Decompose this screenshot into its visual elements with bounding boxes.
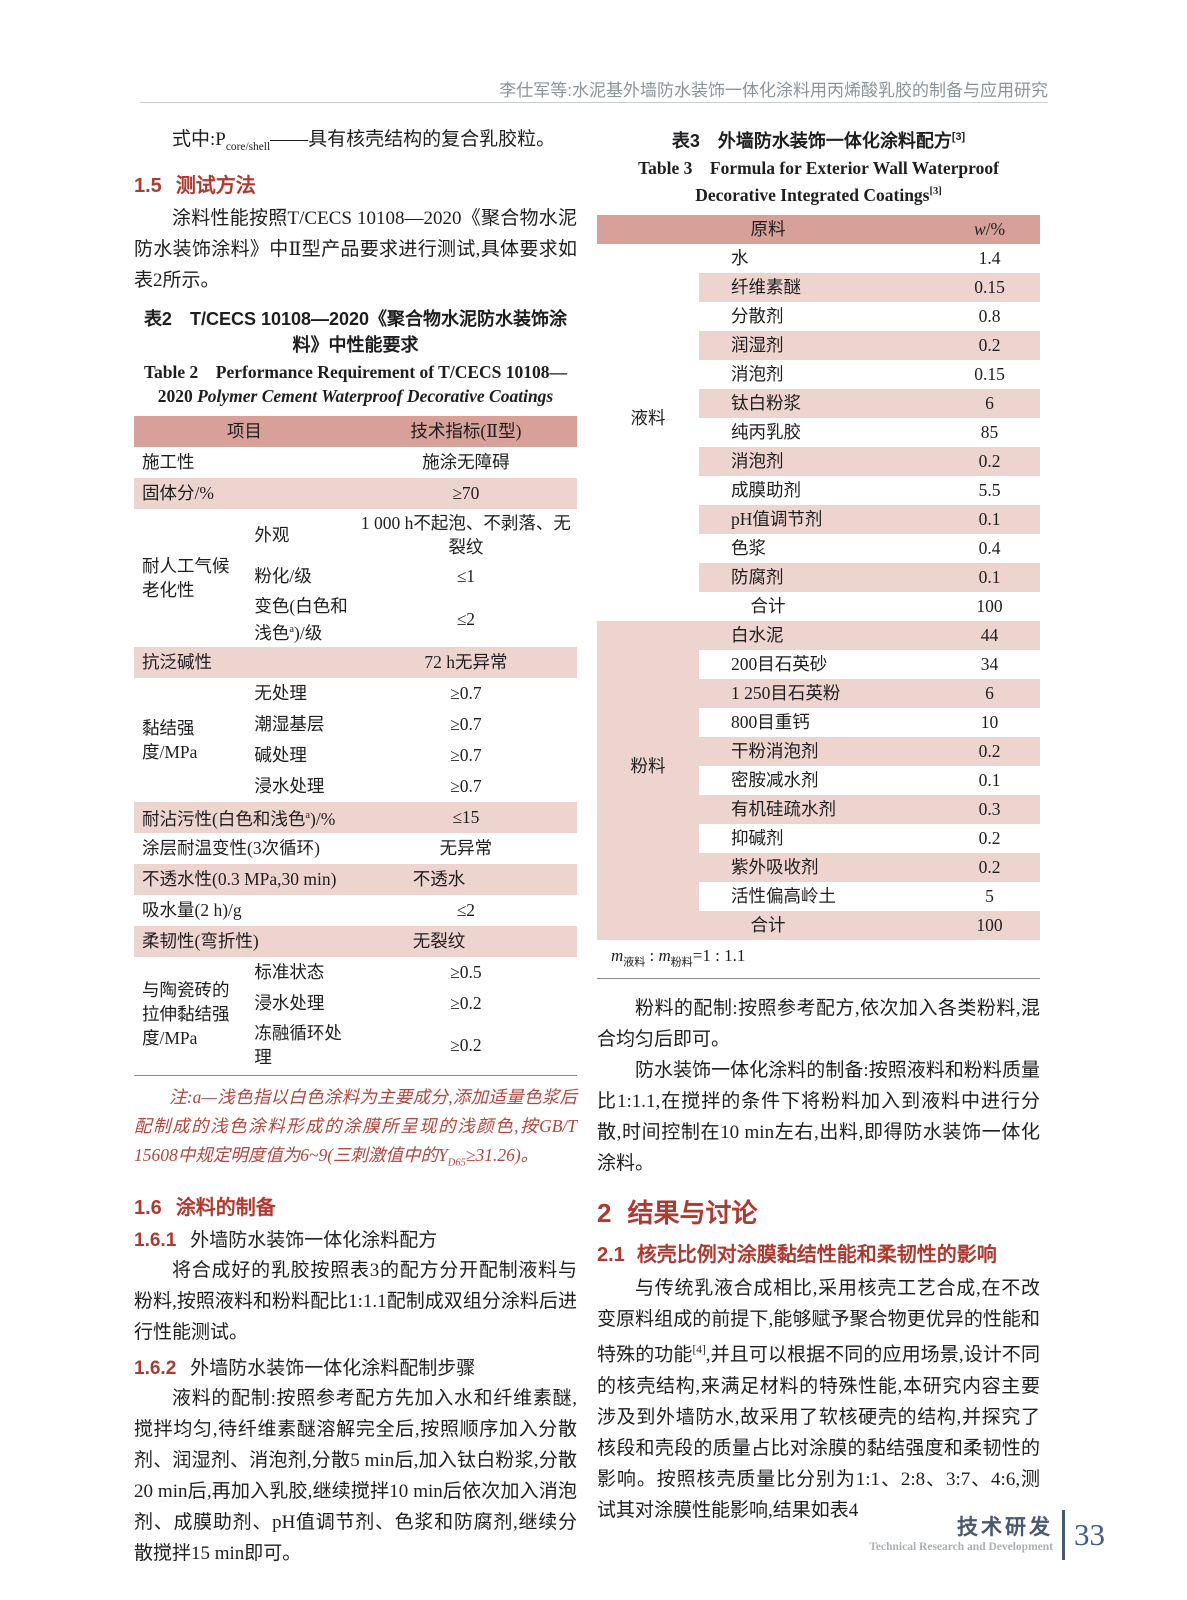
table-row: 液料 水 1.4 [597, 244, 1040, 428]
table2-caption-en: Table 2 Performance Requirement of T/CEC… [143, 361, 568, 406]
table-row: 施工性 施涂无障碍 [142, 452, 510, 473]
footer-section-en: Technical Research and Development [869, 1540, 1053, 1553]
coating-preparation-paragraph: 防水装饰一体化涂料的制备:按照液料和粉料质量比1:1.1,在搅拌的条件下将粉料加… [597, 1060, 1040, 1175]
table3-powder-total-row: 合计 100 [597, 910, 1040, 940]
section-1-6-2-heading: 1.6.2 外墙防水装饰一体化涂料配制步骤 [134, 1358, 476, 1380]
table-row: 冻融循环处理 ≥0.2 [254, 1022, 482, 1067]
table3-caption-cn: 表3 外墙防水装饰一体化涂料配方[3] [671, 131, 966, 151]
section-2-1-paragraph: 与传统乳液合成相比,采用核壳工艺合成,在不改变原料组成的前提下,能够赋予聚合物更… [597, 1278, 1040, 1521]
table-row: 变色(白色和浅色a)/级 ≤2 [254, 595, 476, 643]
powder-preparation-paragraph: 粉料的配制:按照参考配方,依次加入各类粉料,混合均匀后即可。 [597, 998, 1040, 1051]
table3-col-w: w/% [939, 214, 1040, 244]
table-row: 1 250目石英粉 6 [597, 678, 1040, 708]
table-row: 密胺减水剂 0.1 [731, 770, 1001, 791]
table-row: 800目重钙 10 [731, 712, 999, 733]
table-row: 不透水性(0.3 MPa,30 min) 不透水 [134, 863, 577, 895]
table2-header-row: 项目 技术指标(Ⅱ型) [134, 415, 577, 447]
table-row: 干粉消泡剂 0.2 [597, 736, 1040, 766]
table-row: 浸水处理 ≥0.7 [254, 776, 482, 797]
section-1-5-paragraph: 涂料性能按照T/CECS 10108—2020《聚合物水泥防水装饰涂料》中Ⅱ型产… [134, 207, 577, 291]
table-row: 潮湿基层 ≥0.7 [254, 714, 482, 735]
section-1-6-1-heading: 1.6.1 外墙防水装饰一体化涂料配方 [134, 1230, 438, 1252]
table-row: 纯丙乳胶 85 [731, 422, 999, 443]
table-row: 成膜助剂 5.5 [731, 480, 1001, 501]
table-row: 色浆 0.4 [731, 538, 1001, 559]
footer-divider-bar [1062, 1510, 1065, 1560]
table-row: 与陶瓷砖的拉伸黏结强度/MPa 标准状态 ≥0.5 [142, 962, 482, 1048]
table2-footnote: 注:a—浅色指以白色涂料为主要成分,添加适量色浆后配制成的浅色涂料形成的涂膜所呈… [134, 1074, 577, 1178]
table-row: 固体分/% ≥70 [134, 477, 577, 509]
section-1-6-1-paragraph: 将合成好的乳胶按照表3的配方分开配制液料与粉料,按照液料和粉料配比1:1.1配制… [134, 1260, 577, 1344]
table-row: 防腐剂 0.1 [597, 562, 1040, 592]
header-rule [140, 102, 1048, 103]
table-row: 粉化/级 ≤1 [254, 566, 476, 587]
table-row: 紫外吸收剂 0.2 [597, 852, 1040, 882]
table-row: 抗泛碱性 72 h无异常 [134, 646, 577, 678]
table2-col-spec: 技术指标(Ⅱ型) [354, 415, 577, 447]
table-row: 抑碱剂 0.2 [731, 828, 1001, 849]
table-row: 有机硅疏水剂 0.3 [597, 794, 1040, 824]
section-2-heading: 2 结果与讨论 [597, 1198, 758, 1229]
table3-header-row: 原料 w/% [597, 214, 1040, 244]
section-2-1-heading: 2.1 核壳比例对涂膜黏结性能和柔韧性的影响 [597, 1244, 997, 1267]
footer-section-cn: 技术研发 [957, 1515, 1053, 1539]
table-row: 碱处理 ≥0.7 [254, 745, 482, 766]
table3-mass-ratio-note: m液料 : m粉料=1 : 1.1 [597, 940, 1040, 980]
table-row: 涂层耐温变性(3次循环) 无异常 [142, 838, 493, 859]
section-1-6-2-paragraph: 液料的配制:按照参考配方先加入水和纤维素醚,搅拌均匀,待纤维素醚溶解完全后,按照… [134, 1388, 577, 1565]
table-row: 纤维素醚 0.15 [597, 272, 1040, 302]
table2-caption-cn: 表2 T/CECS 10108—2020《聚合物水泥防水装饰涂料》中性能要求 [143, 308, 568, 355]
running-head: 李仕军等:水泥基外墙防水装饰一体化涂料用丙烯酸乳胶的制备与应用研究 [499, 81, 1048, 100]
table-row: 钛白粉浆 6 [597, 388, 1040, 418]
table-row: 消泡剂 0.2 [597, 446, 1040, 476]
table-row: 活性偏高岭土 5 [731, 886, 994, 907]
table3-col-material: 原料 [597, 214, 940, 244]
table-row: 耐人工气候老化性 外观 1 000 h不起泡、不剥落、无裂纹 [142, 512, 571, 600]
table-row: 耐沾污性(白色和浅色a)/% ≤15 [134, 801, 577, 833]
table-row: 润湿剂 0.2 [597, 330, 1040, 360]
table3-liquid-group-label: 液料 [630, 407, 666, 428]
table2-performance-requirements: 项目 技术指标(Ⅱ型) 施工性 施涂无障碍 固体分/% ≥70 耐人工气候老化性… [134, 415, 577, 1071]
table-row: pH值调节剂 0.1 [597, 504, 1040, 534]
table-row: 浸水处理 ≥0.2 [254, 993, 482, 1014]
table3-caption-en: Table 3 Formula for Exterior Wall Waterp… [638, 158, 999, 205]
table-row: 200目石英砂 34 [731, 654, 999, 675]
table3-powder-group-label: 粉料 [597, 620, 700, 911]
right-column: 表3 外墙防水装饰一体化涂料配方[3] Table 3 Formula for … [597, 124, 1040, 1526]
table3-liquid-total-row: 合计 100 [750, 596, 1003, 617]
citation-4: [4] [692, 1344, 706, 1357]
page-footer: 技术研发 Technical Research and Development … [869, 1510, 1105, 1560]
table-row: 分散剂 0.8 [731, 306, 1001, 327]
section-1-6-heading: 1.6 涂料的制备 [134, 1197, 276, 1220]
table3-formula: 原料 w/% 液料 水 1.4 纤维素醚 0.15 分散剂 0.8 润湿剂 0.… [597, 214, 1040, 940]
table2-col-item: 项目 [134, 415, 355, 447]
table-row: 消泡剂 0.15 [731, 364, 1005, 385]
table-row: 黏结强度/MPa 无处理 ≥0.7 [142, 683, 482, 762]
section-1-5-heading: 1.5 测试方法 [134, 174, 256, 197]
table-row: 柔韧性(弯折性) 无裂纹 [134, 925, 577, 957]
left-column: 式中:Pcore/shell——具有核壳结构的复合乳胶粒。 1.5 测试方法 涂料… [134, 124, 577, 1569]
table-row: 吸水量(2 h)/g ≤2 [142, 900, 476, 921]
page-number: 33 [1074, 1517, 1105, 1552]
table-row: 粉料 白水泥 44 [597, 620, 1040, 911]
formula-subscript: core/shell [225, 140, 271, 153]
formula-note: 式中:Pcore/shell——具有核壳结构的复合乳胶粒。 [172, 129, 556, 153]
